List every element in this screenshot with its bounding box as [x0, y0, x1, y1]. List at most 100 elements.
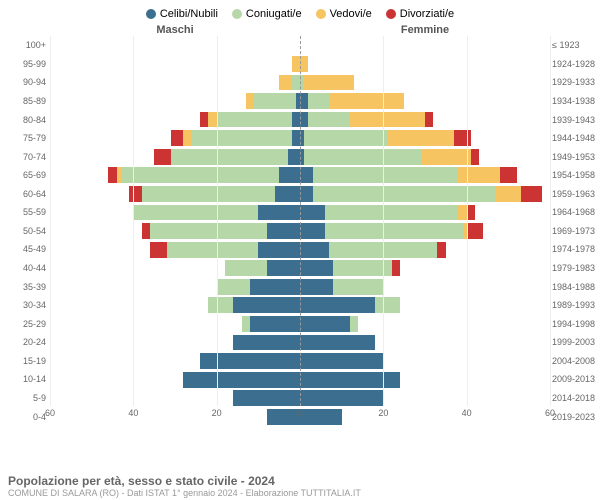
- header-females: Femmine: [300, 24, 600, 36]
- segment: [300, 260, 333, 276]
- y-tick-age: 75-79: [4, 133, 46, 143]
- center-line: [300, 36, 301, 406]
- segment: [275, 186, 300, 202]
- female-bar: [300, 390, 550, 406]
- y-tick-birth: 2009-2013: [552, 374, 596, 384]
- y-tick-birth: 1929-1933: [552, 77, 596, 87]
- y-tick-age: 0-4: [4, 412, 46, 422]
- y-tick-birth: 1979-1983: [552, 263, 596, 273]
- female-bar: [300, 112, 550, 128]
- female-bar: [300, 130, 550, 146]
- y-tick-birth: 1924-1928: [552, 59, 596, 69]
- y-tick-birth: 2019-2023: [552, 412, 596, 422]
- legend-dot: [146, 9, 156, 19]
- grid-line: [550, 36, 551, 406]
- male-bar: [50, 372, 300, 388]
- segment: [421, 149, 471, 165]
- segment: [467, 223, 484, 239]
- male-bar: [50, 297, 300, 313]
- female-bar: [300, 279, 550, 295]
- segment: [258, 205, 300, 221]
- segment: [279, 75, 292, 91]
- x-axis: 6040200204060: [50, 408, 550, 426]
- legend-dot: [386, 9, 396, 19]
- segment: [304, 149, 421, 165]
- segment: [121, 167, 279, 183]
- grid-line: [467, 36, 468, 406]
- segment: [471, 149, 479, 165]
- y-tick-age: 50-54: [4, 226, 46, 236]
- y-tick-birth: 1994-1998: [552, 319, 596, 329]
- segment: [192, 130, 292, 146]
- segment: [300, 167, 313, 183]
- segment: [208, 297, 233, 313]
- male-bar: [50, 93, 300, 109]
- segment: [250, 279, 300, 295]
- segment: [142, 223, 150, 239]
- segment: [500, 167, 517, 183]
- x-tick: 0: [297, 408, 302, 418]
- y-tick-age: 40-44: [4, 263, 46, 273]
- segment: [154, 149, 171, 165]
- segment: [150, 242, 167, 258]
- y-tick-age: 15-19: [4, 356, 46, 366]
- y-tick-age: 60-64: [4, 189, 46, 199]
- y-tick-age: 55-59: [4, 207, 46, 217]
- segment: [300, 242, 329, 258]
- segment: [300, 112, 308, 128]
- segment: [304, 75, 354, 91]
- female-bar: [300, 205, 550, 221]
- segment: [350, 316, 358, 332]
- female-bar: [300, 372, 550, 388]
- y-tick-birth: 1944-1948: [552, 133, 596, 143]
- legend-item: Coniugati/e: [232, 8, 302, 20]
- y-tick-birth: ≤ 1923: [552, 40, 596, 50]
- segment: [325, 205, 458, 221]
- segment: [300, 316, 350, 332]
- segment: [313, 186, 496, 202]
- segment: [292, 56, 300, 72]
- legend-item: Celibi/Nubili: [146, 8, 218, 20]
- segment: [267, 260, 300, 276]
- y-tick-birth: 1964-1968: [552, 207, 596, 217]
- y-tick-birth: 1934-1938: [552, 96, 596, 106]
- y-axis-left: 100+95-9990-9485-8980-8475-7970-7465-696…: [4, 36, 46, 426]
- y-tick-birth: 1984-1988: [552, 282, 596, 292]
- segment: [308, 93, 329, 109]
- legend-dot: [232, 9, 242, 19]
- female-bar: [300, 56, 550, 72]
- segment: [142, 186, 275, 202]
- segment: [300, 223, 325, 239]
- segment: [300, 297, 375, 313]
- legend-label: Divorziati/e: [400, 8, 454, 20]
- y-tick-birth: 1999-2003: [552, 337, 596, 347]
- segment: [233, 297, 300, 313]
- segment: [308, 112, 350, 128]
- y-tick-age: 20-24: [4, 337, 46, 347]
- segment: [171, 149, 288, 165]
- segment: [304, 130, 387, 146]
- legend-label: Celibi/Nubili: [160, 8, 218, 20]
- chart-subtitle: COMUNE DI SALARA (RO) - Dati ISTAT 1° ge…: [8, 488, 592, 498]
- segment: [300, 372, 400, 388]
- y-tick-age: 45-49: [4, 244, 46, 254]
- grid-line: [50, 36, 51, 406]
- segment: [496, 186, 521, 202]
- segment: [458, 205, 466, 221]
- y-tick-birth: 1949-1953: [552, 152, 596, 162]
- legend: Celibi/NubiliConiugati/eVedovi/eDivorzia…: [0, 0, 600, 24]
- segment: [300, 353, 383, 369]
- segment: [300, 279, 333, 295]
- y-tick-birth: 1974-1978: [552, 244, 596, 254]
- male-bar: [50, 242, 300, 258]
- male-bar: [50, 205, 300, 221]
- segment: [167, 242, 259, 258]
- segment: [233, 390, 300, 406]
- grid-line: [217, 36, 218, 406]
- segment: [375, 297, 400, 313]
- female-bar: [300, 297, 550, 313]
- segment: [200, 353, 300, 369]
- y-tick-birth: 1989-1993: [552, 300, 596, 310]
- segment: [108, 167, 116, 183]
- segment: [392, 260, 400, 276]
